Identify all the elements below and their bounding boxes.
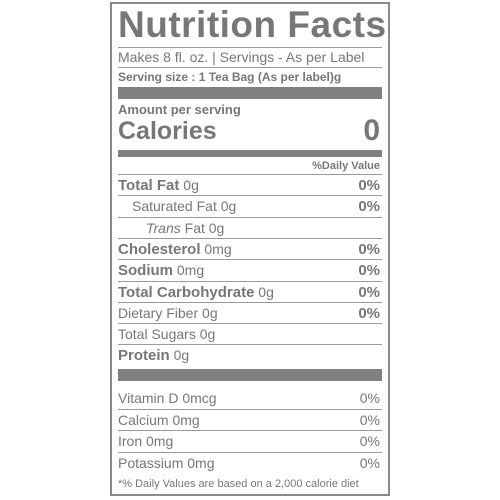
nutrient-prefix: Trans (146, 219, 181, 236)
daily-value: 0% (358, 304, 380, 322)
nutrient-name: Vitamin D (118, 390, 179, 406)
divider (118, 237, 382, 239)
serving-size: Serving size : 1 Tea Bag (As per label)g (118, 70, 342, 84)
daily-value: 0% (358, 283, 380, 301)
divider (118, 280, 382, 282)
nutrient-row: Iron 0mg 0% (118, 431, 382, 452)
divider (118, 195, 382, 197)
nutrient-amount: 0mg (172, 411, 200, 428)
medium-bar (118, 150, 382, 157)
divider (118, 301, 382, 303)
daily-value: 0% (359, 454, 380, 471)
nutrient-row: Dietary Fiber 0g 0% (118, 303, 382, 324)
divider (118, 323, 382, 325)
nutrient-row: Cholesterol 0mg 0% (118, 239, 382, 260)
nutrient-name: Fat (184, 219, 205, 236)
nutrient-row: Saturated Fat 0g 0% (118, 196, 382, 217)
nutrient-amount: 0mcg (182, 390, 217, 406)
daily-value: 0% (358, 240, 380, 258)
nutrient-name: Potassium (118, 454, 184, 471)
divider (118, 408, 382, 410)
thick-bar (118, 87, 382, 99)
daily-value: 0% (358, 198, 380, 216)
nutrient-amount: 0mg (176, 262, 205, 279)
nutrient-amount: 0mg (146, 433, 174, 449)
amount-per-serving: Amount per serving (118, 102, 241, 117)
nutrient-name: Dietary Fiber (118, 304, 199, 321)
nutrient-row: Trans Fat 0g (118, 218, 382, 239)
thick-bar (118, 369, 382, 381)
nutrient-row: Total Fat 0g 0% (118, 175, 382, 196)
nutrient-row: Vitamin D 0mcg 0% (118, 388, 382, 409)
daily-value-header: %Daily Value (312, 160, 380, 172)
divider (118, 216, 382, 218)
divider (118, 451, 382, 453)
daily-value: 0% (358, 177, 380, 194)
nutrient-row: Calcium 0mg 0% (118, 410, 382, 431)
nutrient-name: Total Fat (118, 177, 180, 194)
nutrient-row: Sodium 0mg 0% (118, 260, 382, 281)
divider (118, 174, 382, 175)
nutrient-name: Iron (118, 433, 143, 449)
nutrient-amount: 0g (208, 219, 225, 236)
divider (118, 344, 382, 346)
nutrient-name: Cholesterol (118, 240, 201, 258)
nutrient-amount: 0mg (204, 240, 232, 257)
nutrient-row: Total Sugars 0g (118, 324, 382, 345)
daily-value: 0% (359, 411, 380, 428)
nutrient-amount: 0g (202, 304, 218, 321)
nutrient-name: Total Sugars (118, 326, 196, 343)
title: Nutrition Facts (118, 4, 387, 45)
nutrient-amount: 0g (183, 177, 199, 193)
nutrient-name: Calcium (118, 411, 169, 428)
daily-value: 0% (359, 433, 380, 449)
nutrient-amount: 0g (173, 347, 190, 364)
nutrient-row: Total Carbohydrate 0g 0% (118, 282, 382, 303)
nutrient-name: Protein (118, 347, 170, 365)
daily-value: 0% (358, 262, 380, 280)
divider (118, 67, 382, 68)
nutrient-row: Potassium 0mg 0% (118, 453, 382, 474)
nutrient-amount: 0g (258, 283, 274, 300)
divider (118, 47, 382, 48)
makes: Makes 8 fl. oz. | Servings - As per Labe… (118, 49, 365, 65)
calories-value: 0 (363, 114, 380, 147)
nutrient-name: Sodium (118, 262, 173, 280)
nutrient-name: Saturated Fat (132, 198, 217, 215)
daily-value: 0% (359, 390, 380, 406)
nutrition-label: Nutrition Facts Makes 8 fl. oz. | Servin… (110, 2, 390, 496)
nutrient-amount: 0mg (187, 454, 215, 471)
calories-label: Calories (118, 117, 217, 145)
nutrient-amount: 0g (220, 198, 237, 215)
divider (118, 430, 382, 431)
nutrient-amount: 0g (199, 326, 216, 343)
nutrient-name: Total Carbohydrate (118, 283, 255, 301)
divider (118, 259, 382, 261)
nutrient-row: Protein 0g (118, 345, 382, 366)
footnote: *% Daily Values are based on a 2,000 cal… (118, 478, 359, 490)
